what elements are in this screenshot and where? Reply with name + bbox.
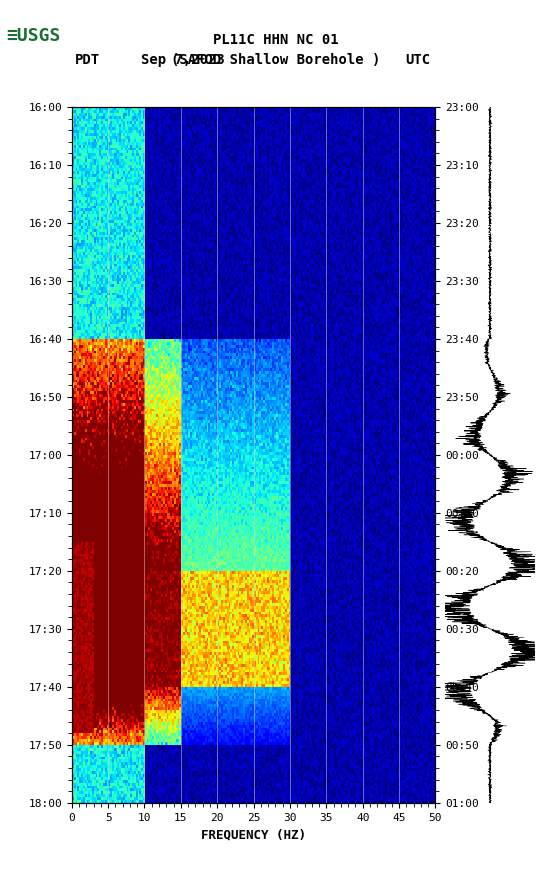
Text: PL11C HHN NC 01: PL11C HHN NC 01 xyxy=(213,33,339,47)
Text: (SAFOD Shallow Borehole ): (SAFOD Shallow Borehole ) xyxy=(171,53,381,67)
Text: Sep 7,2023: Sep 7,2023 xyxy=(141,53,225,67)
Text: ≡USGS: ≡USGS xyxy=(7,27,61,45)
Text: UTC: UTC xyxy=(406,53,431,67)
Text: PDT: PDT xyxy=(75,53,100,67)
X-axis label: FREQUENCY (HZ): FREQUENCY (HZ) xyxy=(201,828,306,841)
